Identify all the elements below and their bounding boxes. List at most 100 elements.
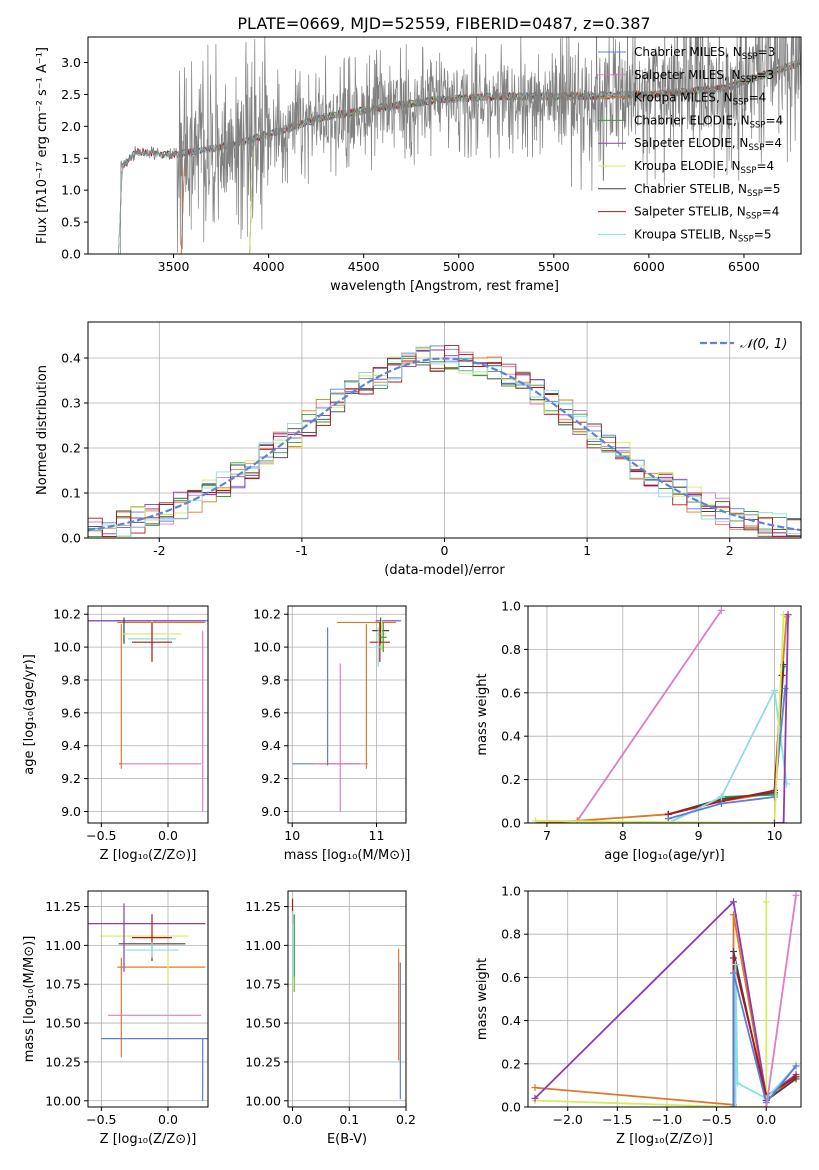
residuals-xlabel: (data-model)/error — [384, 563, 505, 578]
weight-marker — [784, 611, 792, 619]
y-tick-label: 1.0 — [501, 884, 521, 899]
y-tick-label: 10.0 — [53, 640, 81, 655]
mass-vs-z-ylabel: mass [log₁₀(M/M⊙)] — [22, 936, 37, 1063]
legend-entry: Chabrier STELIB, NSSP=5 — [634, 182, 781, 199]
weight-marker — [770, 819, 778, 823]
y-tick-label: 9.0 — [261, 804, 281, 819]
x-tick-label: 4000 — [253, 259, 285, 274]
legend-entry: Kroupa MILES, NSSP=4 — [634, 91, 766, 108]
weight-marker — [532, 817, 540, 823]
x-tick-label: 6000 — [633, 259, 665, 274]
age-vs-z-ylabel: age [log₁₀(age/yr)] — [22, 654, 37, 775]
y-tick-label: 9.6 — [261, 705, 281, 720]
weight-marker — [664, 815, 672, 823]
spectrum-axes: 3500 4000 4500 5000 5500 6000 6500 0.0 0.5 1.0 1.5… — [35, 36, 802, 294]
weight-series-line — [668, 688, 786, 820]
age-vs-mass-plot-area — [292, 617, 401, 812]
error-bar-point — [379, 622, 387, 653]
y-tick-label: 0.0 — [61, 531, 81, 546]
error-bar-point — [369, 622, 390, 662]
y-tick-label: 11.00 — [45, 938, 81, 953]
y-tick-label: 9.8 — [261, 672, 281, 687]
y-tick-label: 10.25 — [245, 1054, 281, 1069]
x-tick-label: 10 — [284, 828, 300, 843]
x-tick-label: -2 — [153, 543, 165, 558]
mass-vs-ebv-axes: 0.0 0.1 0.2 10.00 10.25 10.50 10.75 11.00 11.25 E… — [245, 890, 416, 1147]
legend-entry: Kroupa ELODIE, NSSP=4 — [634, 159, 774, 176]
error-bar-point — [132, 622, 172, 662]
x-tick-label: 0.1 — [339, 1112, 359, 1127]
weight-series-line — [765, 895, 797, 1107]
y-tick-label: 9.4 — [261, 738, 281, 753]
y-tick-label: 0.4 — [61, 351, 81, 366]
legend-entry: Salpeter ELODIE, NSSP=4 — [634, 136, 782, 153]
y-tick-label: 0.8 — [501, 927, 521, 942]
x-tick-label: 11 — [369, 828, 385, 843]
weight-marker — [729, 954, 737, 962]
weight-vs-z-frame — [527, 890, 802, 1108]
spectrum-xlabel: wavelength [Angstrom, rest frame] — [330, 279, 559, 294]
legend-entry: Chabrier ELODIE, NSSP=4 — [634, 113, 783, 130]
x-tick-label: 0.0 — [158, 828, 178, 843]
spectrum-data-line — [118, 37, 801, 254]
weight-marker — [780, 819, 788, 823]
y-tick-label: 11.00 — [245, 938, 281, 953]
x-tick-label: 0 — [441, 543, 449, 558]
weight-vs-z-xlabel: Z [log₁₀(Z/Z⊙)] — [616, 1132, 713, 1147]
y-tick-label: 11.25 — [45, 899, 81, 914]
y-tick-label: 1.0 — [61, 183, 81, 198]
x-tick-label: 10 — [767, 828, 783, 843]
weight-vs-age-xlabel: age [log₁₀(age/yr)] — [604, 848, 725, 863]
weight-vs-age-axes: 7 8 9 10 0.0 0.2 0.4 0.6 0.8 1.0 age [log₁₀(age/yr… — [475, 599, 802, 863]
weight-vs-z-plot-area — [531, 891, 800, 1107]
y-tick-label: 0.4 — [501, 1013, 521, 1028]
weight-marker — [770, 687, 778, 695]
mass-vs-z-axes: −0.5 0.0 10.00 10.25 10.50 10.75 11.00 11.25 Z [… — [22, 890, 209, 1147]
x-tick-label: 0.2 — [396, 1112, 416, 1127]
y-tick-label: 0.0 — [501, 816, 521, 831]
weight-vs-z-ylabel: mass weight — [475, 958, 490, 1040]
age-vs-mass-xlabel: mass [log₁₀(M/M⊙)] — [284, 848, 411, 863]
x-tick-label: 0.0 — [158, 1112, 178, 1127]
weight-vs-age-ylabel: mass weight — [475, 673, 490, 755]
weight-marker — [729, 1103, 737, 1107]
weight-marker — [778, 671, 786, 679]
weight-marker — [717, 606, 725, 614]
legend-entry: Kroupa STELIB, NSSP=5 — [634, 227, 772, 244]
y-tick-label: 2.0 — [61, 119, 81, 134]
weight-marker — [762, 1103, 770, 1107]
y-tick-label: 9.2 — [261, 771, 281, 786]
y-tick-label: 0.8 — [501, 642, 521, 657]
residuals-plot-area — [88, 344, 801, 538]
error-bar-point — [373, 627, 383, 667]
weight-marker — [531, 1084, 539, 1092]
normal-curve — [88, 357, 801, 532]
y-tick-label: 9.8 — [61, 672, 81, 687]
spectrum-plot-area — [118, 37, 801, 254]
y-tick-label: 0.2 — [501, 772, 521, 787]
error-bar-point — [372, 617, 390, 644]
y-tick-label: 10.50 — [245, 1016, 281, 1031]
y-tick-label: 0.5 — [61, 215, 81, 230]
y-tick-label: 10.75 — [245, 977, 281, 992]
x-tick-label: 1 — [583, 543, 591, 558]
y-tick-label: 0.6 — [501, 970, 521, 985]
weight-marker — [729, 947, 737, 955]
mass-vs-ebv-xlabel: E(B-V) — [327, 1132, 367, 1147]
weight-marker — [781, 684, 789, 692]
y-tick-label: 0.6 — [501, 685, 521, 700]
x-tick-label: 0.0 — [756, 1112, 776, 1127]
weight-marker — [717, 799, 725, 807]
x-tick-label: 4500 — [348, 259, 380, 274]
legend-entry: 𝒩(0, 1) — [740, 337, 787, 352]
x-tick-label: 5000 — [443, 259, 475, 274]
y-tick-label: 9.6 — [61, 705, 81, 720]
legend-entry: Salpeter STELIB, NSSP=4 — [634, 205, 779, 222]
y-tick-label: 3.0 — [61, 55, 81, 70]
weight-marker — [531, 1094, 539, 1102]
y-tick-label: 0.2 — [61, 441, 81, 456]
spectrum-ylabel: Flux [fλ10⁻¹⁷ erg cm⁻² s⁻¹ A⁻¹] — [35, 47, 50, 244]
mass-vs-z-plot-area — [88, 903, 208, 1101]
x-tick-label: 9 — [695, 828, 703, 843]
